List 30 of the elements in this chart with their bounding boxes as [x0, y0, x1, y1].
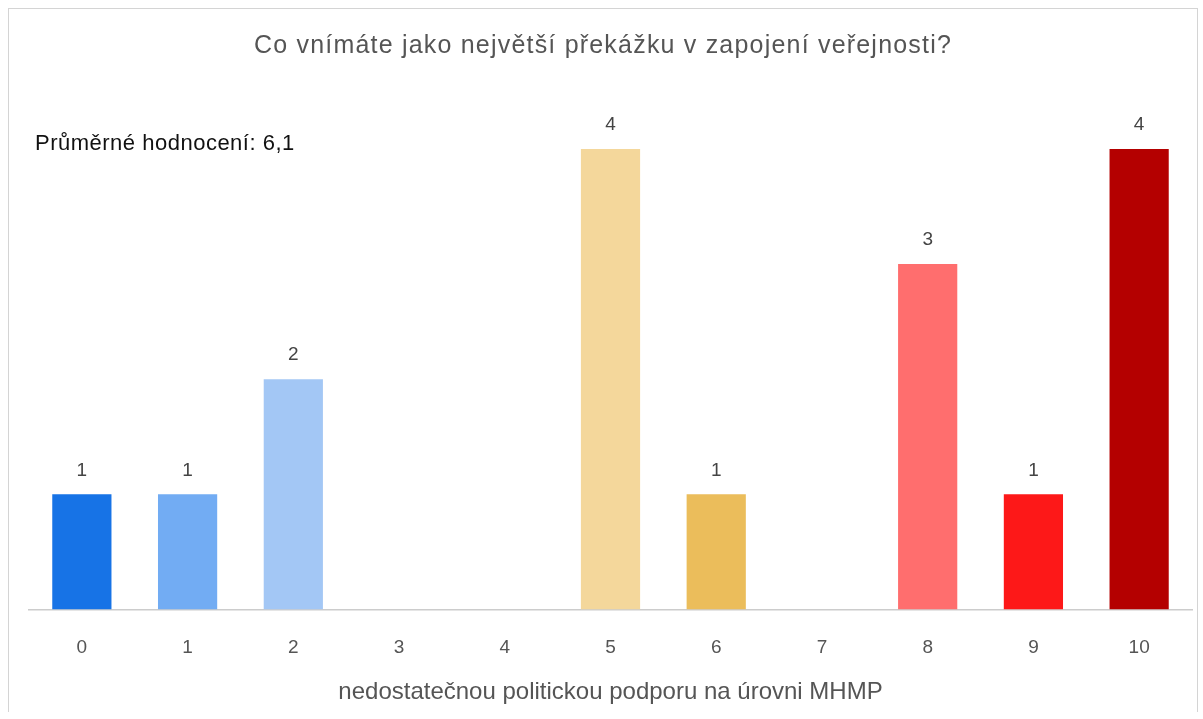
- x-tick-label: 2: [288, 636, 299, 658]
- data-label: 1: [182, 458, 193, 480]
- bar: [1109, 149, 1169, 610]
- chart-title: Co vnímáte jako největší překážku v zapojení veřejnosti?: [252, 29, 954, 59]
- x-tick-label: 8: [922, 636, 933, 658]
- bar: [1003, 494, 1064, 610]
- bar: [580, 149, 641, 610]
- data-label: 3: [922, 228, 933, 250]
- bar: [686, 494, 746, 610]
- bar: [898, 264, 958, 610]
- x-tick-label: 5: [605, 636, 616, 658]
- data-label: 1: [1028, 458, 1039, 480]
- x-tick-label: 9: [1028, 636, 1039, 658]
- data-label: 2: [288, 343, 299, 365]
- x-tick-label: 6: [710, 636, 722, 658]
- x-tick-label: 3: [393, 636, 405, 658]
- annotation: Průměrné hodnocení: 6,1: [35, 130, 295, 156]
- bar: [52, 494, 112, 610]
- x-tick-label: 4: [499, 636, 511, 658]
- data-label: 4: [605, 113, 617, 135]
- data-label: 4: [1133, 113, 1145, 135]
- x-axis-title: nedostatečnou politickou podporu na úrovni MHMP: [338, 677, 883, 705]
- bar: [263, 379, 323, 610]
- x-tick-label: 0: [76, 636, 88, 658]
- data-label: 1: [76, 458, 88, 480]
- x-tick-label: 1: [182, 636, 193, 658]
- x-tick-label: 10: [1128, 636, 1150, 658]
- x-tick-label: 7: [816, 636, 828, 658]
- data-label: 1: [710, 458, 722, 480]
- bar: [157, 494, 218, 610]
